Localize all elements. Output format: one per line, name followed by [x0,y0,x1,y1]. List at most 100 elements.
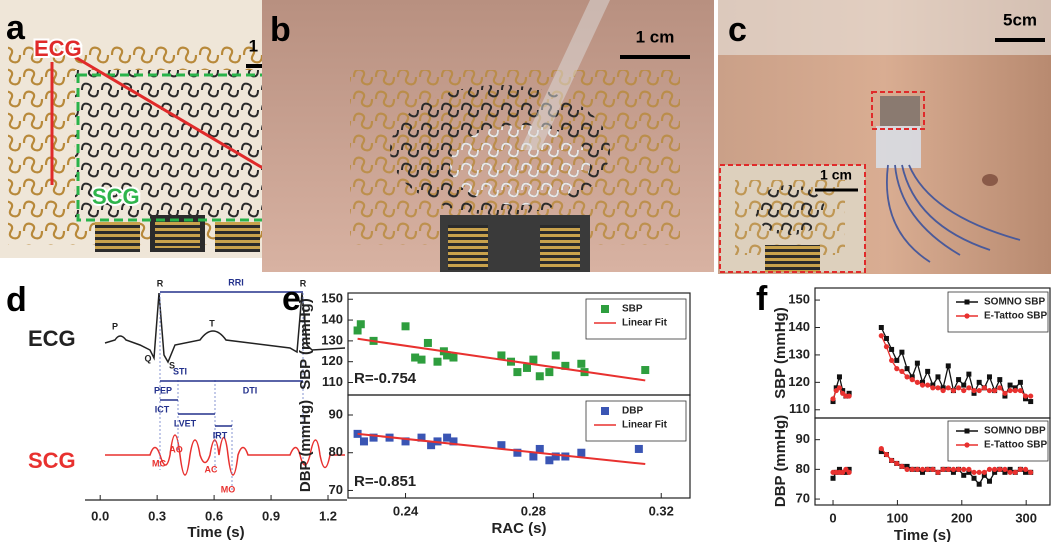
data-point [536,372,544,380]
data-point [635,445,643,453]
legend-marker [964,313,969,318]
x-tick-label: 200 [951,510,973,525]
ecg-label: ECG [34,36,82,61]
data-point [418,356,426,364]
waveform-annotation: AC [205,464,218,474]
x-tick-label: 0.0 [91,508,109,523]
inset-scale-bar-label: 1 cm [820,167,852,183]
legend-marker [601,407,609,415]
waveform-annotation: MO [221,484,236,494]
data-point [1007,470,1012,475]
data-point [971,388,976,393]
waveform-annotation: STI [173,366,187,376]
data-point [1023,393,1028,398]
y-tick-label: 80 [329,444,343,459]
data-point [577,449,585,457]
data-point [915,361,920,366]
y-axis-label: SBP (mmHg) [772,307,789,398]
data-point [847,393,852,398]
data-point [941,388,946,393]
data-point [641,366,649,374]
trace-label: SCG [28,448,76,473]
legend-label: SOMNO SBP [984,297,1045,308]
data-point [894,366,899,371]
data-point [992,388,997,393]
data-point [961,388,966,393]
data-point [884,452,889,457]
y-tick-label: 120 [321,353,343,368]
data-point [894,358,899,363]
waveform-annotation: LVET [174,418,197,428]
data-point [529,452,537,460]
y-tick-label: 130 [788,346,810,361]
data-point [961,383,966,388]
y-tick-label: 90 [796,431,810,446]
legend-label: SBP [622,304,643,315]
data-point [1018,388,1023,393]
y-tick-label: 110 [322,374,343,389]
data-point [910,467,915,472]
data-point [915,380,920,385]
data-point [946,467,951,472]
data-point [997,385,1002,390]
data-point [894,461,899,466]
data-point [529,356,537,364]
panel-label: c [728,11,747,49]
data-point [987,388,992,393]
x-tick-label: 0 [829,510,836,525]
data-point [966,372,971,377]
legend-label: E-Tattoo SBP [984,440,1047,451]
data-point [905,366,910,371]
data-point [982,470,987,475]
y-tick-label: 130 [321,332,343,347]
data-point [935,374,940,379]
waveform-annotation: R [157,278,164,288]
waveform-annotation: T [209,318,215,328]
data-point [941,467,946,472]
data-point [1007,388,1012,393]
x-tick-label: 0.3 [148,508,166,523]
data-point [904,374,909,379]
data-point [925,369,930,374]
data-point [523,364,531,372]
panel-label: d [6,281,27,319]
data-point [920,382,925,387]
x-tick-label: 0.32 [649,503,674,518]
data-point [847,470,852,475]
correlation-label: R=-0.754 [354,370,417,387]
trace-label: ECG [28,326,76,351]
panel-label: a [6,9,26,47]
legend-marker [601,305,609,313]
data-point [879,325,884,330]
data-point [977,388,982,393]
data-point [987,479,992,484]
legend-label: E-Tattoo SBP [984,311,1047,322]
data-point [577,360,585,368]
panel-label: b [270,11,291,49]
y-tick-label: 150 [321,291,343,306]
y-tick-label: 120 [788,374,810,389]
data-point [977,380,982,385]
scg-label: SCG [92,184,140,209]
x-tick-label: 0.24 [393,503,419,518]
data-point [1028,399,1033,404]
waveform-annotation: PEP [154,385,172,395]
panel-label: e [282,280,301,318]
x-tick-label: 100 [887,510,909,525]
legend-marker [965,300,970,305]
data-point [837,374,842,379]
waveform-annotation: P [112,321,118,331]
y-tick-label: 70 [329,482,343,497]
y-tick-label: 70 [796,490,810,505]
data-point [879,446,884,451]
data-point [946,363,951,368]
data-point [899,464,904,469]
data-point [961,467,966,472]
x-tick-label: 0.9 [262,508,280,523]
data-point [925,467,930,472]
scale-bar-label: 1 cm [636,27,675,46]
waveform-annotation: AO [169,444,183,454]
y-tick-label: 80 [796,461,810,476]
data-point [935,385,940,390]
data-point [915,467,920,472]
